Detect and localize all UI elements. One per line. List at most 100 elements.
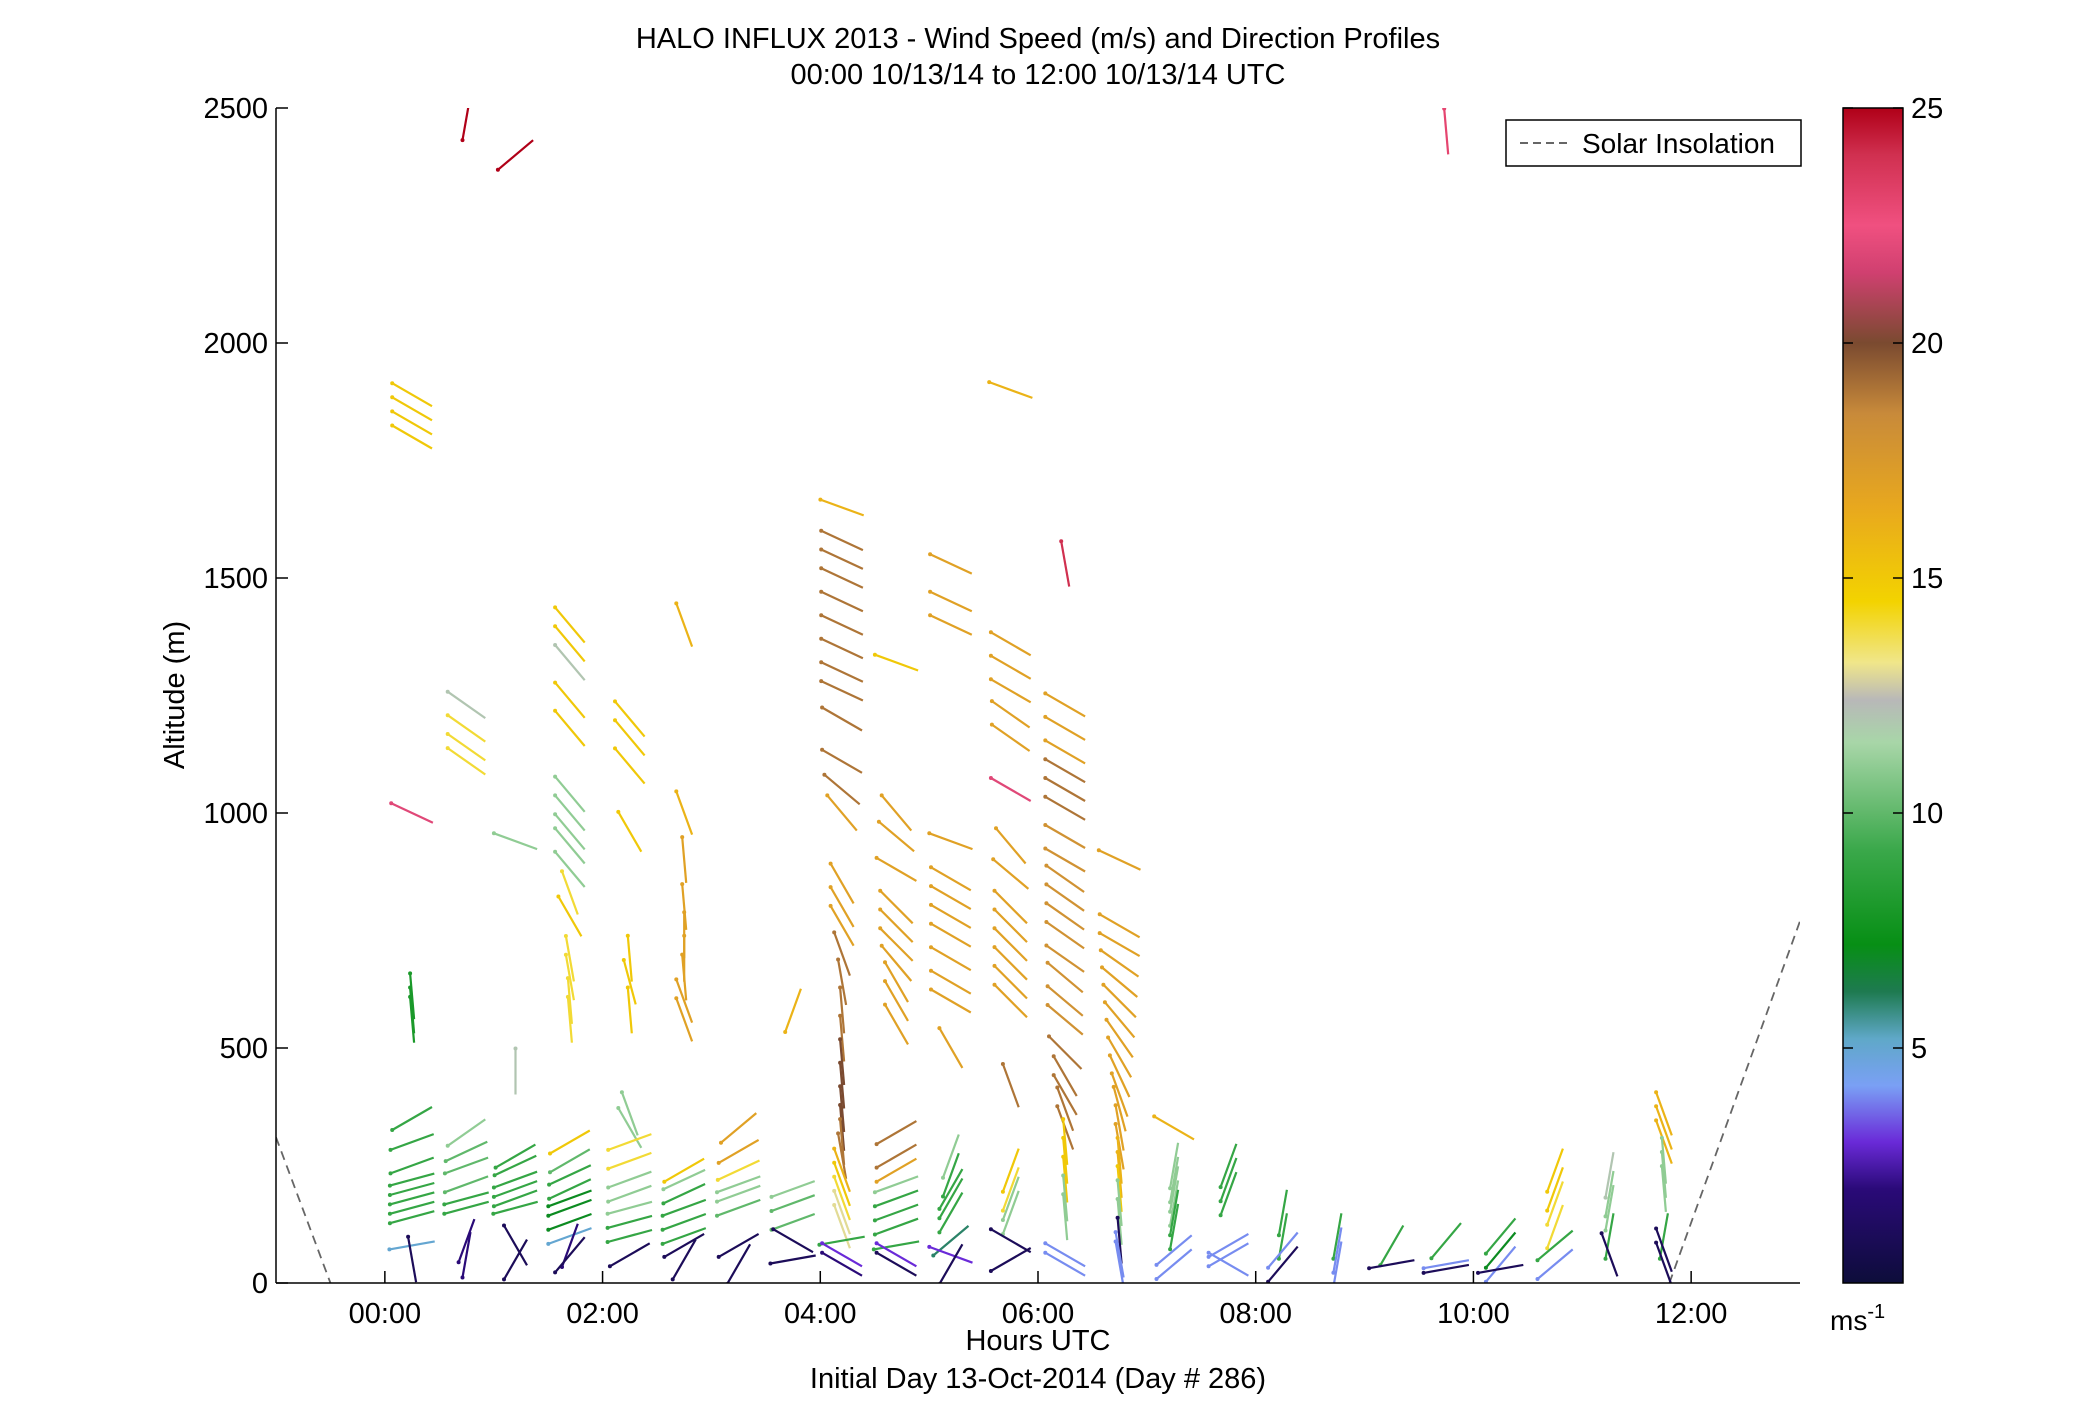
wind-barb-head [874, 1250, 879, 1255]
wind-barb-head [387, 1183, 392, 1188]
wind-barb-head [988, 653, 993, 658]
wind-barb-head [388, 1147, 393, 1152]
wind-barb-head [1061, 1117, 1066, 1122]
wind-barb-head [1218, 1185, 1223, 1190]
wind-barb [1048, 1035, 1083, 1070]
wind-barb [554, 827, 586, 865]
wind-barb [1169, 1203, 1180, 1250]
wind-barb [876, 856, 917, 882]
wind-barb [1044, 1242, 1086, 1268]
wind-barb [662, 1227, 707, 1245]
wind-barb [1001, 1063, 1020, 1108]
wind-barb-head [1115, 1150, 1120, 1154]
wind-barb-head [1168, 1233, 1173, 1238]
wind-barb-head [1599, 1231, 1604, 1236]
wind-barb [389, 1172, 435, 1187]
wind-barb [1153, 1115, 1195, 1141]
wind-barb-head [491, 1185, 496, 1190]
wind-barb [1208, 1251, 1249, 1277]
x-axis-label: Hours UTC [965, 1325, 1110, 1357]
wind-barb-head [1113, 1103, 1118, 1108]
wind-barb-head [1055, 1104, 1060, 1109]
wind-barb-head [1483, 1279, 1488, 1283]
wind-barb-head [1096, 848, 1101, 853]
wind-barb [1655, 1228, 1673, 1273]
wind-barb-head [408, 994, 413, 999]
wind-barb [876, 1120, 917, 1146]
wind-barb [547, 1212, 592, 1231]
colorbar-tick-label: 10 [1911, 798, 1943, 830]
wind-barb-head [1097, 912, 1102, 917]
wind-barb-head [1000, 1218, 1005, 1222]
wind-barb-head [1101, 982, 1106, 987]
wind-barb-head [820, 1241, 825, 1246]
y-tick-label: 2500 [203, 93, 268, 125]
wind-barb-head [492, 1173, 497, 1178]
wind-barb-head [1442, 108, 1447, 111]
wind-barb [874, 1217, 919, 1236]
wind-barb-head [1367, 1266, 1372, 1271]
wind-barb-head [1047, 1034, 1051, 1039]
wind-barb-head [1043, 794, 1048, 799]
wind-barb-head [565, 994, 570, 999]
wind-barb [391, 410, 433, 436]
wind-barbs [387, 108, 1673, 1283]
wind-barb [1219, 1171, 1238, 1216]
wind-barb-head [883, 979, 887, 984]
wind-barb [826, 794, 858, 832]
wind-barb [1116, 1217, 1123, 1264]
wind-barb [874, 1175, 919, 1194]
wind-barb [993, 889, 1028, 925]
x-tick-label: 02:00 [566, 1298, 639, 1330]
wind-barb-head [605, 1211, 610, 1216]
wind-barb-head [832, 1203, 837, 1207]
wind-barb-head [872, 1190, 877, 1195]
x-tick-label: 00:00 [349, 1298, 422, 1330]
wind-barb [837, 1133, 848, 1179]
wind-barb-head [1535, 1258, 1540, 1263]
wind-barb-head [502, 1277, 506, 1282]
wind-barb [390, 1156, 435, 1175]
wind-barb [1219, 1157, 1238, 1202]
wind-barb [1604, 1152, 1615, 1198]
colorbar-tick-label: 25 [1911, 93, 1943, 125]
wind-barb [1604, 1213, 1615, 1259]
wind-barb-head [989, 699, 994, 704]
wind-barb [444, 1175, 489, 1194]
wind-barb-head [1045, 984, 1050, 989]
wind-barb-head [871, 1247, 876, 1252]
wind-barb [609, 1242, 651, 1268]
wind-barb [1267, 1245, 1299, 1283]
wind-barb-head [1603, 1256, 1608, 1261]
chart-subtitle: 00:00 10/13/14 to 12:00 10/13/14 UTC [791, 59, 1286, 91]
y-tick-label: 2000 [203, 328, 268, 360]
wind-barb-head [548, 1151, 552, 1156]
wind-barb [497, 139, 534, 171]
wind-barb [671, 1239, 697, 1280]
wind-barb-head [768, 1261, 773, 1266]
wind-barb [390, 802, 434, 824]
wind-barb-head [1266, 1265, 1271, 1270]
wind-barb-head [818, 497, 823, 502]
wind-barb [770, 1254, 816, 1265]
wind-barb [1430, 1222, 1462, 1260]
wind-barb [876, 1251, 917, 1277]
wind-barb-head [937, 1216, 942, 1221]
wind-barb-head [445, 732, 450, 736]
wind-barb [880, 794, 913, 832]
wind-barb [930, 866, 972, 892]
wind-barb-head [1043, 846, 1048, 851]
wind-barb-head [878, 926, 883, 931]
wind-barb-head [883, 1002, 887, 1007]
wind-barb-head [836, 1131, 841, 1136]
wind-barb-head [832, 1160, 837, 1165]
wind-barb [991, 700, 1031, 729]
wind-barb [1052, 1055, 1078, 1097]
wind-barb-head [931, 1253, 936, 1258]
colorbar-tick-label: 5 [1911, 1033, 1927, 1065]
wind-barb-head [1043, 714, 1048, 719]
wind-barb [784, 988, 802, 1033]
wind-barb [493, 1180, 538, 1198]
wind-barb-head [992, 963, 997, 968]
wind-barb [993, 908, 1028, 943]
